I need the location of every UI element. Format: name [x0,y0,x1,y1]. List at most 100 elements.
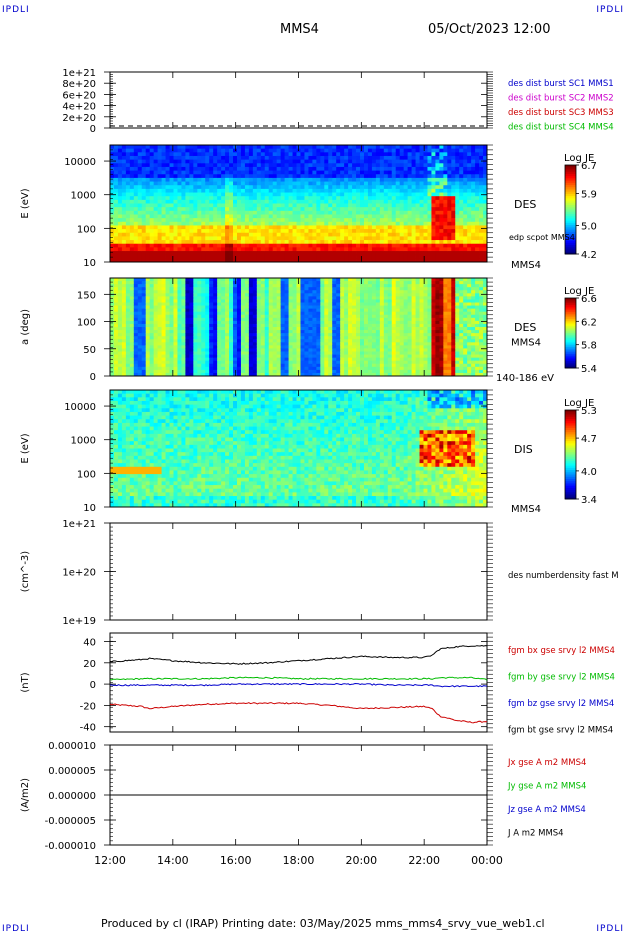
spectrogram-cell [272,372,278,377]
spectrogram-cell [340,159,345,164]
spectrogram-cell [145,281,151,285]
spectrogram-cell [324,155,329,161]
spectrogram-cell [435,203,440,208]
spectrogram-cell [292,225,297,230]
spectrogram-cell [256,278,262,282]
spectrogram-cell [344,177,349,182]
spectrogram-cell [209,330,214,334]
spectrogram-cell [137,287,143,291]
spectrogram-cell [360,166,365,171]
spectrogram-cell [197,281,202,285]
spectrogram-cell [367,240,373,245]
spectrogram-cell [129,296,135,300]
spectrogram-cell [197,336,202,340]
spectrogram-cell [320,203,325,208]
spectrogram-cell [260,363,266,368]
spectrogram-cell [332,177,337,182]
spectrogram-cell [403,229,409,234]
spectrogram-cell [280,360,286,365]
spectrogram-cell [236,372,242,377]
spectrogram-cell [435,258,440,263]
spectrogram-cell [344,254,349,259]
spectrogram-cell [332,207,337,212]
spectrogram-cell [229,203,234,208]
spectrogram-cell [256,296,262,300]
spectrogram-cell [217,354,222,359]
spectrogram-cell [272,336,278,340]
spectrogram-cell [110,360,115,365]
spectrogram-cell [225,243,230,248]
spectrogram-cell [292,314,297,319]
spectrogram-cell [336,207,341,212]
spectrogram-cell [268,181,274,186]
spectrogram-cell [284,152,289,157]
spectrogram-cell [395,177,401,182]
spectrogram-cell [201,351,206,355]
spectrogram-cell [177,152,182,157]
spectrogram-cell [288,148,293,153]
spectrogram-cell [459,159,464,164]
spectrogram-cell [348,159,353,164]
spectrogram-cell [169,221,174,226]
spectrogram-cell [399,221,405,226]
spectrogram-cell [133,339,139,343]
spectrogram-cell [113,159,119,164]
spectrogram-cell [240,281,246,285]
spectrogram-cell [205,357,210,362]
spectrogram-cell [221,207,226,212]
spectrogram-cell [395,188,401,193]
spectrogram-cell [193,348,198,352]
spectrogram-cell [149,327,155,331]
spectrogram-cell [296,152,301,157]
spectrogram-cell [435,243,440,248]
colorbar-cell [565,216,576,219]
spectrogram-cell [133,218,139,223]
spectrogram-cell [264,188,270,193]
spectrogram-cell [300,287,305,291]
spectrogram-cell [435,196,440,201]
spectrogram-cell [252,296,258,300]
spectrogram-cell [248,145,254,150]
spectrogram-cell [240,348,246,352]
spectrogram-cell [300,296,305,300]
spectrogram-cell [328,203,333,208]
spectrogram-cell [264,148,270,153]
spectrogram-cell [308,333,313,337]
spectrogram-cell [288,225,293,230]
spectrogram-cell [133,305,139,310]
spectrogram-cell [213,258,218,263]
spectrogram-cell [157,360,162,365]
spectrogram-cell [407,258,412,263]
spectrogram-cell [137,218,143,223]
spectrogram-cell [173,339,178,343]
spectrogram-cell [181,214,186,219]
spectrogram-cell [169,185,174,190]
spectrogram-cell [181,221,186,226]
spectrogram-cell [153,281,159,285]
spectrogram-cell [296,203,301,208]
spectrogram-cell [165,258,170,263]
spectrogram-cell [169,354,174,359]
spectrogram-cell [419,236,424,241]
spectrogram-cell [467,188,472,193]
spectrogram-cell [308,145,313,150]
spectrogram-cell [221,320,226,325]
spectrogram-cell [483,199,488,204]
spectrogram-cell [367,196,373,201]
spectrogram-cell [217,293,222,297]
spectrogram-cell [427,214,432,219]
spectrogram-cell [284,163,289,168]
spectrogram-cell [479,214,484,219]
spectrogram-cell [463,159,468,164]
spectrogram-cell [451,203,456,208]
spectrogram-cell [157,369,162,374]
spectrogram-cell [483,166,488,171]
spectrogram-cell [177,203,182,208]
spectrogram-cell [419,148,424,153]
spectrogram-cell [447,236,452,241]
spectrogram-cell [423,177,428,182]
spectrogram-cell [110,284,115,288]
spectrogram-cell [264,232,270,237]
spectrogram-cell [411,218,416,223]
spectrogram-cell [133,345,139,349]
